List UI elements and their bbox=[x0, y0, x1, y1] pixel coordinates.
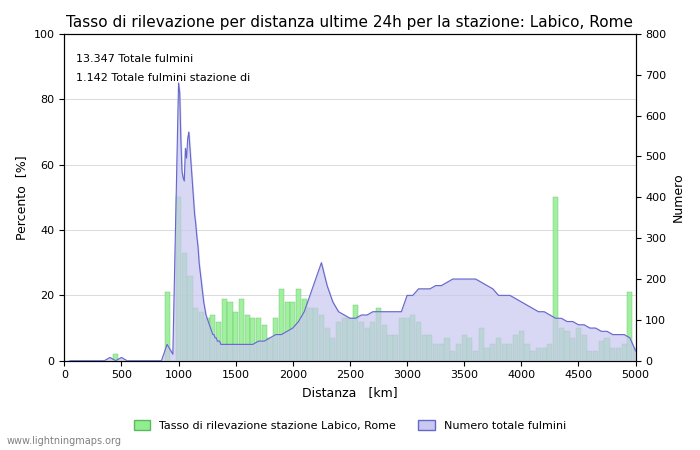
Bar bbox=[633, 348, 638, 361]
Bar bbox=[439, 344, 444, 361]
Bar bbox=[353, 305, 358, 361]
Bar bbox=[216, 321, 221, 361]
Bar bbox=[576, 328, 581, 361]
Title: Tasso di rilevazione per distanza ultime 24h per la stazione: Labico, Rome: Tasso di rilevazione per distanza ultime… bbox=[66, 15, 634, 30]
Bar bbox=[582, 335, 587, 361]
Bar bbox=[508, 344, 512, 361]
Bar bbox=[616, 348, 621, 361]
Bar bbox=[330, 338, 335, 361]
Bar bbox=[387, 335, 393, 361]
Bar bbox=[622, 344, 626, 361]
Bar bbox=[370, 321, 375, 361]
Bar bbox=[524, 344, 530, 361]
Bar bbox=[302, 299, 307, 361]
Bar bbox=[513, 335, 518, 361]
Bar bbox=[250, 318, 255, 361]
Bar bbox=[410, 315, 415, 361]
Bar bbox=[239, 299, 244, 361]
Bar bbox=[222, 299, 227, 361]
Bar bbox=[456, 344, 461, 361]
Bar bbox=[553, 198, 558, 361]
Bar bbox=[256, 318, 261, 361]
Bar bbox=[210, 315, 216, 361]
Bar bbox=[405, 318, 409, 361]
Bar bbox=[290, 302, 295, 361]
Bar bbox=[233, 312, 238, 361]
Bar bbox=[490, 344, 496, 361]
Bar bbox=[468, 338, 472, 361]
Bar bbox=[484, 348, 489, 361]
Bar bbox=[610, 348, 615, 361]
Bar bbox=[244, 315, 250, 361]
Bar bbox=[450, 351, 455, 361]
X-axis label: Distanza   [km]: Distanza [km] bbox=[302, 386, 398, 399]
Bar bbox=[593, 351, 598, 361]
Bar bbox=[433, 344, 438, 361]
Bar bbox=[204, 318, 210, 361]
Bar bbox=[284, 302, 290, 361]
Bar bbox=[376, 308, 381, 361]
Bar bbox=[307, 308, 312, 361]
Bar bbox=[547, 344, 552, 361]
Bar bbox=[325, 328, 330, 361]
Bar bbox=[336, 321, 341, 361]
Bar bbox=[267, 338, 272, 361]
Bar bbox=[228, 302, 232, 361]
Y-axis label: Percento  [%]: Percento [%] bbox=[15, 155, 28, 240]
Bar bbox=[193, 308, 198, 361]
Bar bbox=[570, 338, 575, 361]
Bar bbox=[347, 318, 353, 361]
Bar bbox=[421, 335, 427, 361]
Bar bbox=[519, 331, 524, 361]
Bar bbox=[365, 328, 370, 361]
Bar bbox=[113, 354, 118, 361]
Bar bbox=[559, 328, 564, 361]
Bar bbox=[296, 289, 301, 361]
Y-axis label: Numero: Numero bbox=[672, 172, 685, 222]
Bar bbox=[536, 348, 541, 361]
Bar bbox=[627, 292, 633, 361]
Legend: Tasso di rilevazione stazione Labico, Rome, Numero totale fulmini: Tasso di rilevazione stazione Labico, Ro… bbox=[130, 416, 570, 436]
Bar bbox=[176, 198, 181, 361]
Bar bbox=[262, 325, 267, 361]
Bar bbox=[502, 344, 507, 361]
Text: 1.142 Totale fulmini stazione di: 1.142 Totale fulmini stazione di bbox=[76, 73, 250, 83]
Bar bbox=[273, 318, 278, 361]
Bar bbox=[318, 315, 324, 361]
Bar bbox=[199, 312, 204, 361]
Bar bbox=[564, 331, 570, 361]
Bar bbox=[182, 253, 187, 361]
Bar bbox=[279, 289, 284, 361]
Text: 13.347 Totale fulmini: 13.347 Totale fulmini bbox=[76, 54, 193, 63]
Bar bbox=[496, 338, 501, 361]
Bar bbox=[461, 335, 467, 361]
Bar bbox=[382, 325, 387, 361]
Bar bbox=[393, 335, 398, 361]
Bar bbox=[313, 308, 319, 361]
Bar bbox=[598, 341, 604, 361]
Bar bbox=[473, 351, 478, 361]
Bar bbox=[164, 292, 169, 361]
Bar bbox=[479, 328, 484, 361]
Bar bbox=[444, 338, 449, 361]
Text: www.lightningmaps.org: www.lightningmaps.org bbox=[7, 436, 122, 446]
Bar bbox=[399, 318, 404, 361]
Bar bbox=[428, 335, 433, 361]
Bar bbox=[530, 351, 536, 361]
Bar bbox=[342, 318, 346, 361]
Bar bbox=[587, 351, 592, 361]
Bar bbox=[188, 276, 193, 361]
Bar bbox=[605, 338, 610, 361]
Bar bbox=[359, 321, 364, 361]
Bar bbox=[542, 348, 547, 361]
Bar bbox=[416, 321, 421, 361]
